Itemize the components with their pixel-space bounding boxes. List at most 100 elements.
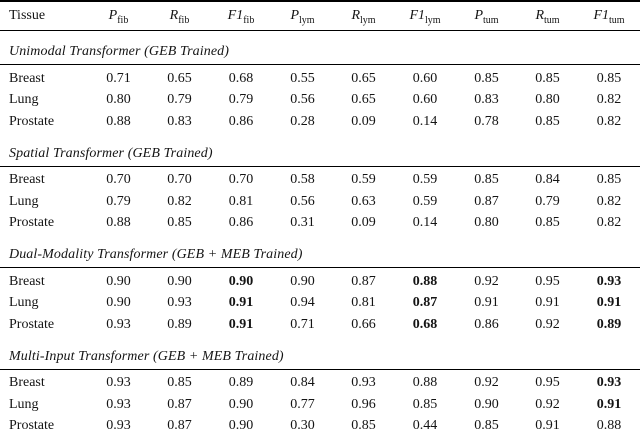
metric-cell: 0.82	[596, 113, 622, 129]
table-row: Prostate 0.88 0.83 0.86 0.28 0.09 0.14 0…	[0, 111, 640, 133]
metric-cell: 0.82	[596, 215, 622, 231]
metric-cell: 0.65	[167, 70, 192, 86]
metric-cell: 0.80	[535, 92, 560, 108]
table-row: Prostate 0.88 0.85 0.86 0.31 0.09 0.14 0…	[0, 213, 640, 235]
metric-cell: 0.66	[351, 316, 376, 332]
metric-cell: 0.90	[228, 418, 254, 430]
metric-cell: 0.91	[596, 396, 622, 412]
metric-symbol: P	[108, 8, 118, 23]
metric-symbol: P	[474, 8, 483, 23]
metric-cell: 0.90	[290, 273, 315, 289]
metric-symbol: F1	[227, 8, 244, 23]
metric-cell: 0.30	[290, 418, 315, 430]
metric-cell: 0.70	[106, 172, 131, 188]
metric-cell: 0.93	[106, 375, 131, 391]
section-title: Spatial Transformer (GEB Trained)	[0, 132, 640, 167]
metric-cell: 0.68	[412, 316, 438, 332]
metric-cell: 0.88	[106, 215, 131, 231]
metric-cell: 0.59	[351, 172, 376, 188]
metric-cell: 0.85	[535, 215, 560, 231]
metric-cell: 0.60	[412, 70, 438, 86]
metric-symbol: F1	[409, 8, 425, 23]
metric-cell: 0.90	[228, 396, 254, 412]
metric-cell: 0.83	[474, 92, 499, 108]
metric-cell: 0.91	[474, 295, 499, 311]
metric-subscript: fib	[243, 14, 255, 26]
tissue-cell: Prostate	[9, 418, 55, 430]
metric-subscript: lym	[425, 14, 441, 26]
metric-subscript: tum	[483, 14, 499, 26]
metric-cell: 0.65	[351, 92, 376, 108]
metric-cell: 0.93	[106, 316, 131, 332]
metric-cell: 0.94	[290, 295, 315, 311]
metric-cell: 0.84	[535, 172, 560, 188]
metric-cell: 0.28	[290, 113, 315, 129]
metric-cell: 0.85	[167, 375, 192, 391]
metric-cell: 0.81	[228, 193, 254, 209]
metric-cell: 0.80	[106, 92, 131, 108]
metric-cell: 0.81	[351, 295, 376, 311]
metric-cell: 0.88	[412, 375, 438, 391]
metric-cell: 0.91	[228, 316, 254, 332]
col-header-tissue: Tissue	[0, 1, 88, 31]
metric-cell: 0.85	[596, 70, 622, 86]
metric-cell: 0.95	[535, 273, 560, 289]
tissue-cell: Lung	[9, 92, 39, 108]
metric-cell: 0.70	[228, 172, 254, 188]
metric-cell: 0.85	[596, 172, 622, 188]
metric-cell: 0.87	[167, 396, 192, 412]
metric-cell: 0.77	[290, 396, 315, 412]
table-row: Breast 0.90 0.90 0.90 0.90 0.87 0.88 0.9…	[0, 268, 640, 293]
metric-cell: 0.78	[474, 113, 499, 129]
metric-cell: 0.85	[412, 396, 438, 412]
table-row: Breast 0.93 0.85 0.89 0.84 0.93 0.88 0.9…	[0, 369, 640, 394]
metric-cell: 0.87	[351, 273, 376, 289]
metric-symbol: R	[535, 8, 544, 23]
metric-cell: 0.09	[351, 215, 376, 231]
table-row: Lung 0.79 0.82 0.81 0.56 0.63 0.59 0.87 …	[0, 191, 640, 213]
metric-subscript: fib	[178, 14, 190, 26]
metric-cell: 0.14	[412, 113, 438, 129]
metric-cell: 0.89	[596, 316, 622, 332]
col-header-p-lym: Plym	[272, 1, 333, 31]
metric-cell: 0.93	[596, 375, 622, 391]
metric-cell: 0.56	[290, 92, 315, 108]
section-header-row: Multi-Input Transformer (GEB + MEB Train…	[0, 335, 640, 370]
metric-cell: 0.88	[596, 418, 622, 430]
metric-cell: 0.96	[351, 396, 376, 412]
metric-cell: 0.87	[474, 193, 499, 209]
metric-cell: 0.85	[351, 418, 376, 430]
section-title: Unimodal Transformer (GEB Trained)	[0, 30, 640, 65]
metric-cell: 0.93	[167, 295, 192, 311]
metric-cell: 0.85	[167, 215, 192, 231]
metric-cell: 0.90	[106, 273, 131, 289]
metric-cell: 0.85	[474, 70, 499, 86]
metric-subscript: tum	[544, 14, 560, 26]
metric-cell: 0.70	[167, 172, 192, 188]
metric-cell: 0.80	[474, 215, 499, 231]
metric-cell: 0.91	[228, 295, 254, 311]
metric-cell: 0.91	[535, 418, 560, 430]
metric-cell: 0.09	[351, 113, 376, 129]
tissue-cell: Prostate	[9, 113, 55, 129]
metric-cell: 0.82	[596, 92, 622, 108]
metric-cell: 0.55	[290, 70, 315, 86]
metric-cell: 0.89	[167, 316, 192, 332]
table-row: Lung 0.80 0.79 0.79 0.56 0.65 0.60 0.83 …	[0, 90, 640, 112]
metric-cell: 0.87	[412, 295, 438, 311]
metric-cell: 0.59	[412, 193, 438, 209]
metric-cell: 0.63	[351, 193, 376, 209]
section-header-row: Dual-Modality Transformer (GEB + MEB Tra…	[0, 234, 640, 268]
metric-cell: 0.88	[106, 113, 131, 129]
col-header-r-fib: Rfib	[149, 1, 210, 31]
metric-cell: 0.91	[596, 295, 622, 311]
metric-cell: 0.93	[596, 273, 622, 289]
metric-cell: 0.90	[106, 295, 131, 311]
col-header-p-fib: Pfib	[88, 1, 149, 31]
metric-cell: 0.95	[535, 375, 560, 391]
metric-cell: 0.44	[412, 418, 438, 430]
metric-symbol: R	[351, 8, 360, 23]
col-header-p-tum: Ptum	[456, 1, 517, 31]
metric-cell: 0.88	[412, 273, 438, 289]
col-header-r-lym: Rlym	[333, 1, 394, 31]
